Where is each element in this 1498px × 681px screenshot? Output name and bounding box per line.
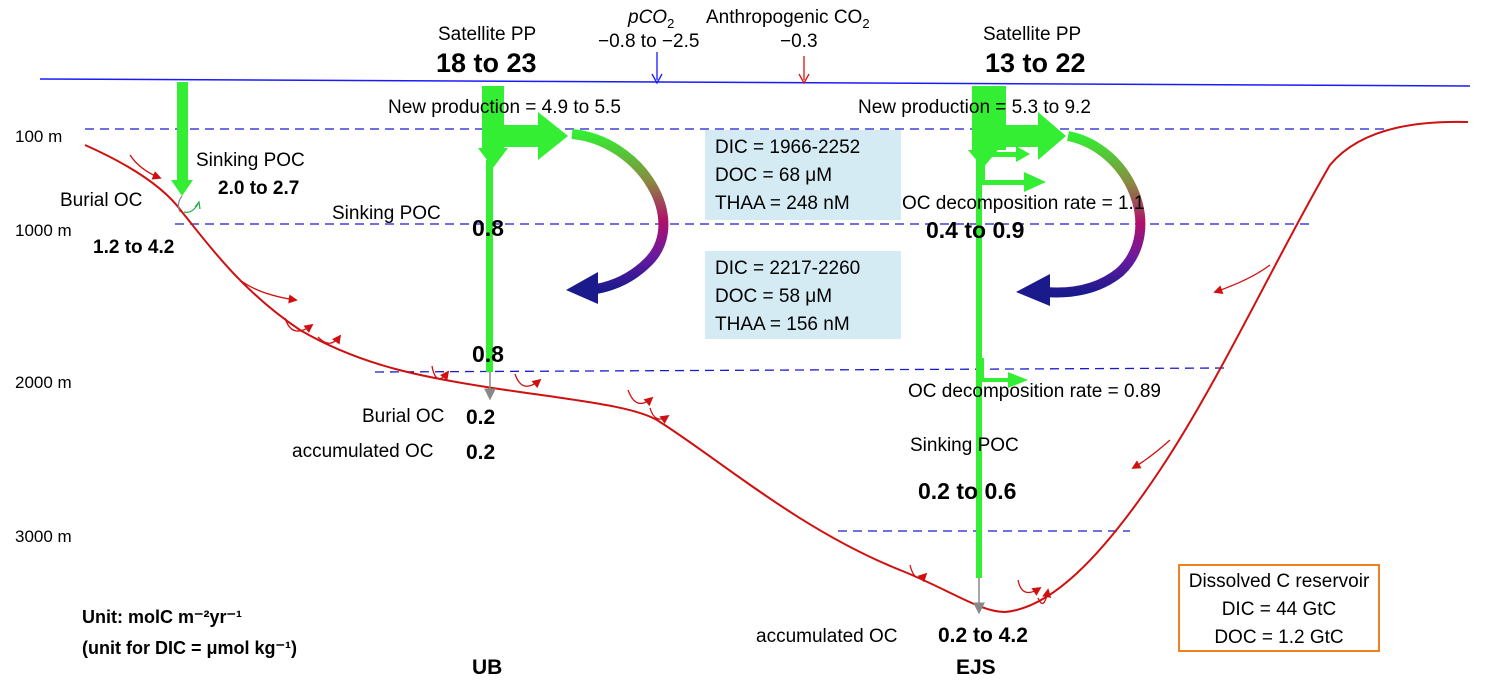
upper-water-chemistry-box: DIC = 1966-2252 DOC = 68 μM THAA = 248 n… xyxy=(705,130,901,220)
upper-thaa: THAA = 248 nM xyxy=(715,193,850,214)
deep-water-chemistry-box: DIC = 2217-2260 DOC = 58 μM THAA = 156 n… xyxy=(705,251,901,339)
ub-flux-2000m: 0.8 xyxy=(472,341,504,367)
ub-new-production-label: New production = 4.9 to 5.5 xyxy=(388,97,621,118)
ub-satellite-pp-value: 18 to 23 xyxy=(436,48,537,78)
depth-label-1000m: 1000 m xyxy=(15,221,72,240)
ub-burial-oc-value: 0.2 xyxy=(466,406,495,429)
ub-accumulated-oc-value: 0.2 xyxy=(466,441,495,464)
ub-basin-label: UB xyxy=(472,656,502,679)
anthropogenic-co2-arrow xyxy=(798,56,810,85)
ejs-accumulated-oc-value: 0.2 to 4.2 xyxy=(938,624,1028,647)
ejs-basin-label: EJS xyxy=(956,656,996,679)
ub-sinking-poc-label: Sinking POC xyxy=(332,203,441,224)
units-line-2: (unit for DIC = μmol kg⁻¹) xyxy=(82,638,297,658)
shelf-sinking-poc-label: Sinking POC xyxy=(196,150,305,171)
depth-label-100m: 100 m xyxy=(15,127,62,146)
depth-label-2000m: 2000 m xyxy=(15,373,72,392)
upper-doc: DOC = 68 μM xyxy=(715,165,833,186)
ejs-satellite-pp-value: 13 to 22 xyxy=(985,48,1086,78)
dissolved-c-reservoir-box: Dissolved C reservoir DIC = 44 GtC DOC =… xyxy=(1178,564,1380,652)
units-line-1: Unit: molC m⁻²yr⁻¹ xyxy=(82,607,242,627)
ub-new-production-arrow xyxy=(478,86,568,168)
depth-label-3000m: 3000 m xyxy=(15,527,72,546)
anthropogenic-co2-label: Anthropogenic CO2 xyxy=(706,7,870,31)
pco2-value: −0.8 to −2.5 xyxy=(598,31,699,52)
ejs-sinking-poc-value: 0.2 to 0.6 xyxy=(918,478,1016,504)
reservoir-title: Dissolved C reservoir xyxy=(1188,571,1370,592)
anthropogenic-co2-value: −0.3 xyxy=(780,31,818,52)
shelf-burial-oc-value: 1.2 to 4.2 xyxy=(93,237,174,258)
seafloor-transport-arrows xyxy=(129,154,1271,605)
reservoir-dic: DIC = 44 GtC xyxy=(1221,599,1337,620)
ub-recycling-cycle-arrow xyxy=(566,129,669,304)
shelf-sinking-poc-arrow xyxy=(171,82,193,196)
ejs-decomposition-rate-1: OC decomposition rate = 1.1 xyxy=(902,193,1144,214)
deep-doc: DOC = 58 μM xyxy=(715,286,833,307)
ejs-decomposition-value-1: 0.4 to 0.9 xyxy=(926,217,1024,243)
shelf-resuspension-arrows xyxy=(177,195,201,213)
ejs-accumulated-oc-label: accumulated OC xyxy=(756,626,898,647)
deep-dic: DIC = 2217-2260 xyxy=(715,258,861,279)
ejs-satellite-pp-label: Satellite PP xyxy=(983,24,1081,45)
ejs-decomposition-rate-2: OC decomposition rate = 0.89 xyxy=(908,381,1161,402)
pco2-label: pCO2 xyxy=(627,7,674,31)
deep-thaa: THAA = 156 nM xyxy=(715,314,850,335)
seafloor-profile xyxy=(84,120,1469,614)
ejs-branch-arrow-2 xyxy=(980,358,1028,388)
shelf-burial-oc-label: Burial OC xyxy=(60,190,142,211)
ub-accumulated-oc-label: accumulated OC xyxy=(292,441,434,462)
ub-satellite-pp-label: Satellite PP xyxy=(438,24,536,45)
depth-line-2000m xyxy=(374,367,1226,373)
shelf-sinking-poc-value: 2.0 to 2.7 xyxy=(218,178,299,199)
ejs-branch-arrow-1 xyxy=(980,146,1046,192)
ub-flux-1000m: 0.8 xyxy=(472,215,504,241)
upper-dic: DIC = 1966-2252 xyxy=(715,137,861,158)
ub-burial-oc-label: Burial OC xyxy=(362,406,444,427)
reservoir-doc: DOC = 1.2 GtC xyxy=(1214,627,1344,648)
ejs-sinking-poc-shaft xyxy=(976,160,982,578)
ub-sinking-poc-shaft xyxy=(486,160,493,372)
sea-surface-line xyxy=(39,78,1471,87)
ejs-recycling-cycle-arrow xyxy=(1016,131,1146,306)
pco2-arrow xyxy=(651,52,663,85)
ejs-new-production-label: New production = 5.3 to 9.2 xyxy=(858,97,1091,118)
ejs-sinking-poc-label: Sinking POC xyxy=(910,435,1019,456)
